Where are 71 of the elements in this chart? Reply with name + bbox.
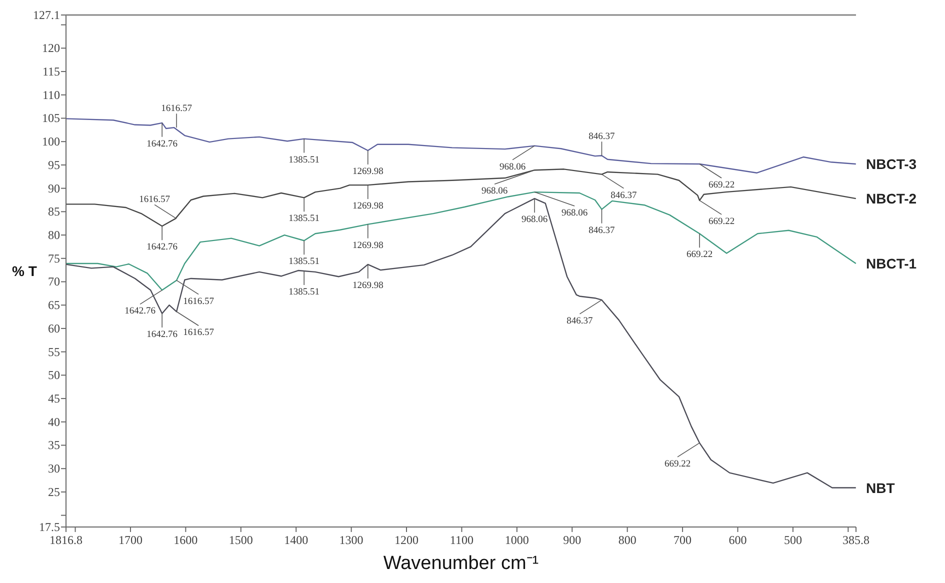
annotation: 1616.57 <box>161 104 192 114</box>
y-tick-label: 40 <box>48 414 60 429</box>
annotation: 1385.51 <box>288 155 320 166</box>
annotation: 846.37 <box>588 132 616 142</box>
x-axis-title: Wavenumber cm⁻¹ <box>383 553 539 574</box>
y-tick-label: 120 <box>42 41 60 56</box>
y-tick-label: 30 <box>48 462 60 476</box>
annotation: 1642.76 <box>146 330 178 340</box>
y-tick-label: 100 <box>42 134 60 149</box>
y-tick-label: 110 <box>42 88 60 102</box>
annotation: 1616.57 <box>183 328 214 338</box>
x-tick-label: 1700 <box>118 533 142 547</box>
series-label: NBCT-2 <box>866 190 917 207</box>
annotation: 1385.51 <box>288 257 320 268</box>
annotation: 1642.76 <box>146 242 178 253</box>
x-tick-label: 700 <box>674 533 692 547</box>
y-tick-label: 90 <box>48 181 60 196</box>
annotation: 669.22 <box>708 216 735 227</box>
annotation: 1616.57 <box>139 195 170 206</box>
y-tick-label: 85 <box>48 204 60 219</box>
y-tick-label: 60 <box>48 321 60 336</box>
series-label: NBT <box>866 480 896 496</box>
annotation: 968.06 <box>481 186 508 197</box>
x-tick-label: 1300 <box>339 533 364 547</box>
annotation: 1269.98 <box>352 280 384 291</box>
x-tick-label: 500 <box>784 533 802 547</box>
annotation: 968.06 <box>521 215 548 226</box>
x-tick-label: 800 <box>618 533 636 547</box>
series-label: NBCT-3 <box>866 156 917 172</box>
y-tick-label: 127.1 <box>33 8 60 22</box>
y-tick-label: 55 <box>48 344 60 359</box>
annotation: 669.22 <box>686 250 713 260</box>
annotation: 669.22 <box>664 459 691 470</box>
y-tick-label: 35 <box>48 438 60 452</box>
annotation: 1385.51 <box>288 214 320 224</box>
x-tick-label: 1816.8 <box>50 533 82 547</box>
annotation: 1616.57 <box>183 296 214 307</box>
y-tick-label: 80 <box>48 228 60 242</box>
annotation: 968.06 <box>561 208 588 219</box>
x-tick-label: 1500 <box>228 533 253 547</box>
x-tick-label: 1200 <box>394 533 419 547</box>
x-tick-label: 1100 <box>450 533 474 547</box>
y-axis-title: % T <box>12 263 38 279</box>
annotation: 1269.98 <box>352 166 384 177</box>
annotation: 669.22 <box>708 180 735 191</box>
annotation: 846.37 <box>566 316 594 326</box>
x-tick-label: 1600 <box>174 533 198 547</box>
y-tick-label: 75 <box>48 251 60 266</box>
y-tick-label: 50 <box>48 368 60 382</box>
annotation: 1269.98 <box>352 240 384 251</box>
y-tick-label: 45 <box>48 392 60 406</box>
annotation: 1269.98 <box>352 202 384 212</box>
annotation: 1642.76 <box>124 306 156 317</box>
y-tick-label: 70 <box>48 274 60 289</box>
x-tick-label: 385.8 <box>842 533 870 547</box>
y-tick-label: 115 <box>42 64 60 79</box>
x-tick-label: 1000 <box>504 533 529 547</box>
annotation: 846.37 <box>588 226 616 236</box>
y-tick-label: 95 <box>48 158 60 172</box>
series-label: NBCT-1 <box>866 256 917 272</box>
annotation: 968.06 <box>499 162 526 172</box>
annotation: 846.37 <box>610 190 638 201</box>
x-tick-label: 900 <box>563 533 582 547</box>
y-tick-label: 65 <box>48 298 60 312</box>
x-tick-label: 600 <box>728 533 747 547</box>
x-tick-label: 1400 <box>284 533 308 547</box>
annotation: 1642.76 <box>146 139 178 150</box>
annotation: 1385.51 <box>288 288 320 298</box>
y-tick-label: 105 <box>42 111 60 126</box>
y-tick-label: 17.5 <box>39 520 60 534</box>
y-tick-label: 25 <box>48 484 60 499</box>
